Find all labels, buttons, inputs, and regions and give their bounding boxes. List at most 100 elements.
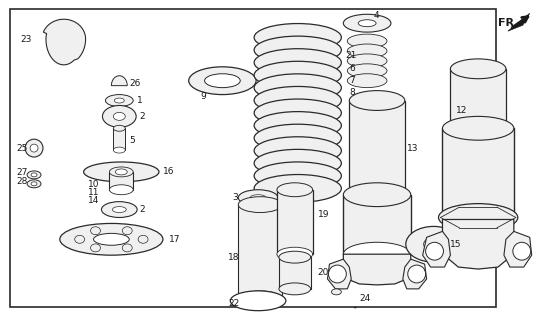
Ellipse shape bbox=[254, 131, 342, 158]
Ellipse shape bbox=[254, 24, 342, 51]
Text: 18: 18 bbox=[228, 253, 240, 262]
Ellipse shape bbox=[84, 162, 159, 182]
Ellipse shape bbox=[238, 291, 282, 307]
Ellipse shape bbox=[277, 183, 313, 197]
Ellipse shape bbox=[113, 112, 125, 120]
Ellipse shape bbox=[406, 227, 461, 262]
Ellipse shape bbox=[439, 204, 518, 231]
Text: 1: 1 bbox=[137, 96, 143, 105]
Ellipse shape bbox=[75, 235, 85, 243]
Ellipse shape bbox=[254, 74, 342, 102]
Ellipse shape bbox=[279, 251, 310, 263]
Text: 16: 16 bbox=[163, 167, 175, 176]
Ellipse shape bbox=[347, 64, 387, 78]
Ellipse shape bbox=[254, 105, 342, 133]
Text: 10: 10 bbox=[88, 180, 99, 189]
Ellipse shape bbox=[110, 185, 133, 195]
Bar bbox=[277, 190, 313, 254]
Text: 22: 22 bbox=[228, 299, 240, 308]
Polygon shape bbox=[423, 231, 451, 267]
Ellipse shape bbox=[103, 106, 136, 127]
Ellipse shape bbox=[347, 34, 387, 48]
Bar bbox=[349, 100, 405, 195]
Polygon shape bbox=[403, 259, 426, 289]
Ellipse shape bbox=[110, 167, 133, 177]
Text: 21: 21 bbox=[345, 52, 357, 60]
Ellipse shape bbox=[347, 44, 387, 58]
Text: 6: 6 bbox=[349, 64, 355, 73]
Ellipse shape bbox=[254, 86, 342, 114]
Polygon shape bbox=[508, 13, 529, 31]
Ellipse shape bbox=[93, 233, 129, 245]
Ellipse shape bbox=[205, 74, 240, 88]
Ellipse shape bbox=[105, 95, 133, 107]
Text: 12: 12 bbox=[456, 106, 468, 115]
Ellipse shape bbox=[254, 137, 342, 164]
Text: 2: 2 bbox=[139, 205, 145, 214]
Ellipse shape bbox=[60, 223, 163, 255]
Text: 14: 14 bbox=[88, 196, 99, 205]
Ellipse shape bbox=[230, 291, 286, 311]
Text: 3: 3 bbox=[233, 193, 238, 202]
Text: 17: 17 bbox=[169, 235, 180, 244]
Ellipse shape bbox=[254, 112, 342, 140]
Ellipse shape bbox=[279, 283, 310, 295]
Ellipse shape bbox=[426, 242, 444, 260]
Ellipse shape bbox=[30, 144, 38, 152]
Ellipse shape bbox=[254, 168, 342, 196]
Ellipse shape bbox=[408, 265, 426, 283]
Ellipse shape bbox=[254, 99, 342, 127]
Ellipse shape bbox=[451, 59, 506, 79]
Ellipse shape bbox=[101, 202, 137, 218]
Ellipse shape bbox=[442, 116, 514, 140]
Ellipse shape bbox=[114, 98, 124, 103]
Text: FR.: FR. bbox=[498, 18, 519, 28]
Ellipse shape bbox=[277, 247, 313, 261]
Text: 11: 11 bbox=[88, 188, 99, 197]
Text: 9: 9 bbox=[201, 92, 206, 101]
Ellipse shape bbox=[91, 244, 100, 252]
Text: 4: 4 bbox=[373, 11, 379, 20]
Ellipse shape bbox=[113, 125, 125, 131]
Ellipse shape bbox=[138, 235, 148, 243]
Polygon shape bbox=[43, 19, 85, 65]
Ellipse shape bbox=[122, 244, 132, 252]
Ellipse shape bbox=[115, 169, 127, 175]
Ellipse shape bbox=[513, 242, 531, 260]
Ellipse shape bbox=[254, 162, 342, 190]
Ellipse shape bbox=[238, 197, 282, 212]
Ellipse shape bbox=[113, 147, 125, 153]
Ellipse shape bbox=[329, 265, 346, 283]
Bar bbox=[279, 257, 310, 289]
Polygon shape bbox=[328, 259, 351, 289]
Bar bbox=[343, 195, 411, 254]
Ellipse shape bbox=[254, 55, 342, 83]
Ellipse shape bbox=[254, 149, 342, 177]
Ellipse shape bbox=[347, 74, 387, 88]
Ellipse shape bbox=[349, 185, 405, 204]
Polygon shape bbox=[111, 76, 127, 86]
Ellipse shape bbox=[254, 61, 342, 89]
Text: 19: 19 bbox=[317, 210, 329, 219]
Ellipse shape bbox=[27, 180, 41, 188]
Ellipse shape bbox=[254, 36, 342, 64]
Ellipse shape bbox=[254, 156, 342, 183]
Ellipse shape bbox=[343, 242, 411, 266]
Ellipse shape bbox=[349, 91, 405, 110]
Text: 27: 27 bbox=[16, 168, 27, 177]
Ellipse shape bbox=[358, 20, 376, 27]
Ellipse shape bbox=[250, 195, 266, 201]
Text: 23: 23 bbox=[20, 35, 32, 44]
Ellipse shape bbox=[238, 190, 278, 206]
Text: 26: 26 bbox=[129, 79, 141, 88]
Ellipse shape bbox=[424, 237, 444, 251]
Text: 20: 20 bbox=[317, 268, 329, 276]
Ellipse shape bbox=[254, 124, 342, 152]
Ellipse shape bbox=[343, 14, 391, 32]
Ellipse shape bbox=[254, 43, 342, 70]
Ellipse shape bbox=[91, 227, 100, 235]
Ellipse shape bbox=[442, 208, 514, 231]
Ellipse shape bbox=[254, 143, 342, 171]
Ellipse shape bbox=[254, 174, 342, 202]
Ellipse shape bbox=[254, 93, 342, 121]
